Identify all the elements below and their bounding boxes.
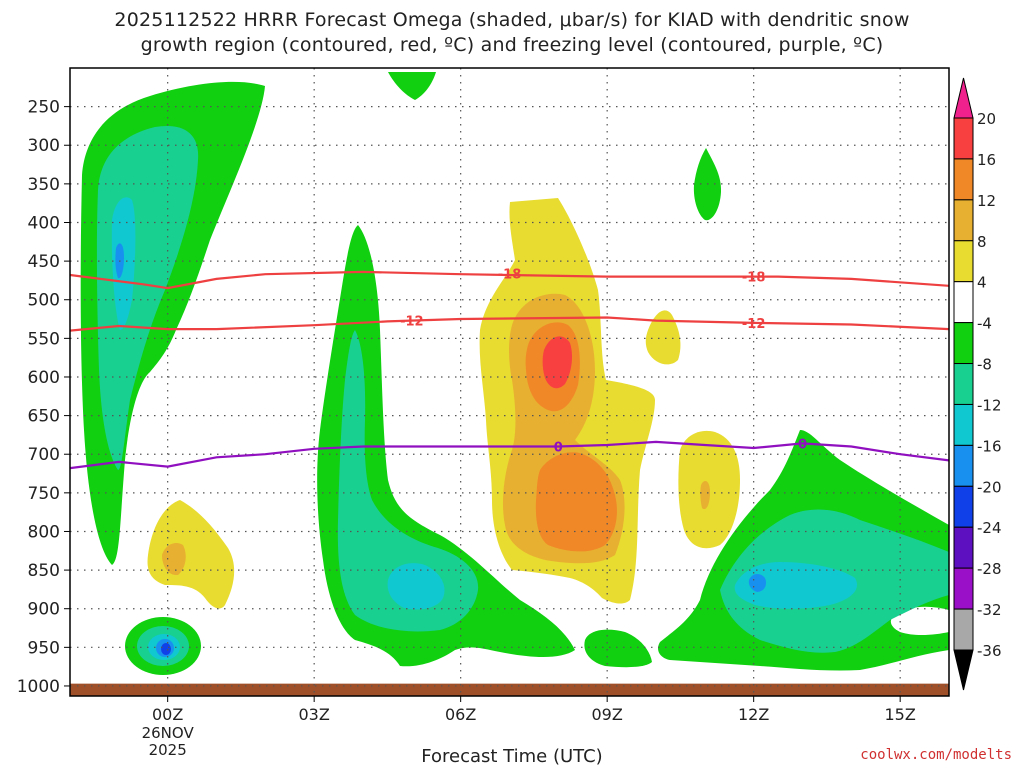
- omega-region: [147, 500, 235, 609]
- y-axis: 250 300 350 400 450 500 550 600 650 700 750 800 850 9…: [17, 98, 70, 697]
- y-tick-label: 750: [28, 484, 60, 504]
- omega-region: [161, 643, 171, 655]
- colorbar-band: [953, 77, 974, 119]
- colorbar: 20 16 12 8 4 -4 -8 -12 -16 -20 -24 -28 -32 -36: [953, 77, 1002, 691]
- colorbar-label: -12: [977, 396, 1002, 414]
- ground-strip: [70, 683, 949, 696]
- colorbar-band: [953, 485, 974, 528]
- omega-region: [645, 310, 681, 365]
- y-tick-label: 500: [28, 291, 60, 311]
- contour-label: -18: [498, 267, 522, 282]
- x-tick-label: 03Z: [299, 705, 330, 724]
- contour-label: -18: [742, 271, 766, 286]
- colorbar-band: [953, 158, 974, 201]
- x-tick-label: 15Z: [885, 705, 916, 724]
- colorbar-band: [953, 363, 974, 405]
- colorbar-label: 12: [977, 192, 996, 210]
- omega-region: [337, 330, 479, 632]
- contour-label: 0: [798, 437, 807, 452]
- colorbar-label: 20: [977, 110, 996, 128]
- colorbar-label: 16: [977, 151, 996, 169]
- contour-label: -12: [742, 317, 766, 332]
- colorbar-label: -4: [977, 315, 992, 333]
- colorbar-label: -16: [977, 437, 1002, 455]
- omega-region: [890, 606, 949, 636]
- site-credit[interactable]: coolwx.com/modelts: [860, 747, 1012, 763]
- omega-region: [584, 629, 652, 668]
- y-tick-label: 450: [28, 252, 60, 272]
- colorbar-label: 8: [977, 233, 987, 251]
- y-tick-label: 250: [28, 98, 60, 118]
- colorbar-band: [953, 117, 974, 160]
- x-axis-label: Forecast Time (UTC): [421, 746, 603, 767]
- colorbar-band: [953, 240, 974, 283]
- colorbar-band: [953, 526, 974, 569]
- y-tick-label: 800: [28, 522, 60, 542]
- colorbar-band: [953, 649, 974, 691]
- omega-region: [535, 452, 617, 552]
- omega-shading: [80, 72, 949, 675]
- colorbar-label: -32: [977, 601, 1002, 619]
- plot-frame: [69, 67, 950, 697]
- colorbar-band: [953, 403, 974, 446]
- contour-label: 0: [554, 440, 563, 455]
- x-tick-sublabel: 2025: [149, 741, 187, 759]
- title-line-1: 2025112522 HRRR Forecast Omega (shaded, …: [114, 9, 910, 31]
- colorbar-label: -8: [977, 356, 992, 374]
- y-tick-label: 650: [28, 407, 60, 427]
- colorbar-label: 4: [977, 274, 987, 292]
- omega-region: [387, 563, 445, 610]
- y-tick-label: 700: [28, 445, 60, 465]
- omega-region: [542, 336, 573, 389]
- y-tick-label: 900: [28, 600, 60, 620]
- colorbar-band: [953, 281, 974, 324]
- omega-region: [748, 574, 767, 592]
- x-tick-label: 09Z: [592, 705, 623, 724]
- y-tick-label: 1000: [17, 677, 60, 697]
- title-line-2: growth region (contoured, red, ºC) and f…: [140, 34, 884, 56]
- dgz-contour: [70, 270, 949, 290]
- x-tick-label: 00Z: [152, 705, 183, 724]
- colorbar-label: -20: [977, 478, 1002, 496]
- colorbar-band: [953, 199, 974, 242]
- colorbar-band: [953, 567, 974, 610]
- y-tick-label: 850: [28, 561, 60, 581]
- contour-label: -12: [400, 315, 424, 330]
- colorbar-label: -24: [977, 519, 1002, 537]
- colorbar-band: [953, 322, 974, 365]
- colorbar-band: [953, 444, 974, 487]
- omega-region: [700, 480, 710, 510]
- omega-region: [734, 562, 858, 609]
- dgz-contour: [70, 316, 949, 332]
- colorbar-band: [953, 608, 974, 651]
- y-tick-label: 300: [28, 136, 60, 156]
- colorbar-label: -36: [977, 642, 1002, 660]
- x-tick-label: 12Z: [738, 705, 769, 724]
- chart-title: 2025112522 HRRR Forecast Omega (shaded, …: [0, 8, 1024, 58]
- x-tick-sublabel: 26NOV: [142, 724, 195, 742]
- y-tick-label: 350: [28, 175, 60, 195]
- contours: -18 -18 -12 -12 0 0: [70, 267, 949, 470]
- omega-region: [111, 414, 125, 459]
- y-tick-label: 600: [28, 368, 60, 388]
- freezing-level-contour: [70, 440, 949, 470]
- y-tick-label: 400: [28, 213, 60, 233]
- y-tick-label: 550: [28, 329, 60, 349]
- y-tick-label: 950: [28, 638, 60, 658]
- omega-region: [388, 72, 436, 100]
- x-tick-label: 06Z: [445, 705, 476, 724]
- colorbar-label: -28: [977, 560, 1002, 578]
